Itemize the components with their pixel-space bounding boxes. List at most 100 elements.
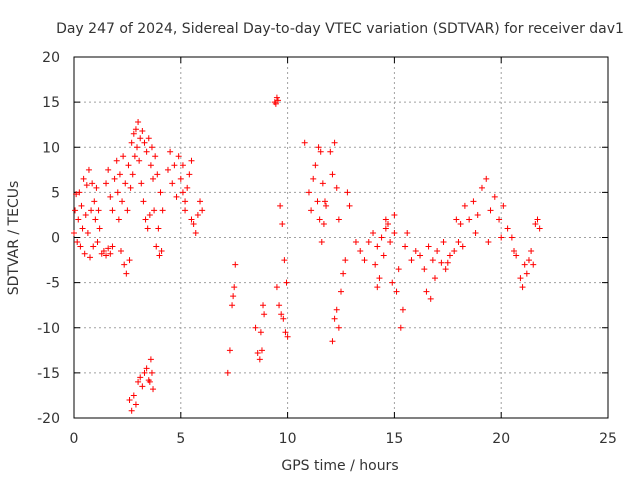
data-point: [224, 369, 231, 376]
data-point: [357, 248, 364, 255]
data-point: [190, 220, 197, 227]
data-point: [141, 139, 148, 146]
data-point: [457, 220, 464, 227]
data-point: [446, 252, 453, 259]
y-tick-label: 15: [42, 95, 60, 111]
y-tick-label: 10: [42, 140, 60, 156]
data-point: [188, 157, 195, 164]
data-point: [91, 198, 98, 205]
y-tick-label: 20: [42, 50, 60, 66]
data-point: [132, 126, 139, 133]
data-point: [276, 302, 283, 309]
data-point: [316, 216, 323, 223]
data-point: [453, 216, 460, 223]
data-point: [123, 270, 130, 277]
data-point: [534, 216, 541, 223]
data-point: [105, 245, 112, 252]
data-point: [73, 191, 80, 198]
y-tick-label: -10: [37, 321, 60, 337]
data-point: [137, 135, 144, 142]
data-point: [138, 180, 145, 187]
data-point: [109, 207, 116, 214]
data-point: [145, 135, 152, 142]
x-tick-label: 5: [176, 431, 185, 447]
data-point: [120, 153, 127, 160]
data-point: [72, 207, 79, 214]
data-point: [404, 229, 411, 236]
data-point: [280, 315, 287, 322]
data-point: [167, 148, 174, 155]
data-point: [88, 207, 95, 214]
data-point: [372, 261, 379, 268]
data-point: [76, 189, 83, 196]
data-point: [184, 184, 191, 191]
data-point: [321, 198, 328, 205]
data-point: [417, 252, 424, 259]
data-point: [192, 229, 199, 236]
data-point: [173, 193, 180, 200]
data-point: [440, 239, 447, 246]
data-point: [532, 220, 539, 227]
data-point: [352, 239, 359, 246]
data-point: [182, 207, 189, 214]
data-point: [487, 207, 494, 214]
data-point: [150, 175, 157, 182]
data-point: [320, 220, 327, 227]
x-tick-label: 20: [492, 431, 510, 447]
data-point: [125, 162, 132, 169]
data-point: [346, 202, 353, 209]
data-point: [461, 202, 468, 209]
data-point: [152, 153, 159, 160]
data-point: [344, 189, 351, 196]
data-point: [179, 189, 186, 196]
data-point: [380, 252, 387, 259]
y-axis-label: SDTVAR / TECUs: [6, 181, 22, 296]
data-point: [365, 239, 372, 246]
data-point: [425, 243, 432, 250]
data-point: [103, 180, 110, 187]
data-point: [342, 257, 349, 264]
data-point: [378, 234, 385, 241]
data-point: [231, 284, 238, 291]
data-point: [423, 288, 430, 295]
data-point: [119, 198, 126, 205]
data-point: [431, 275, 438, 282]
data-point: [131, 153, 138, 160]
data-point: [199, 207, 206, 214]
data-point: [283, 279, 290, 286]
data-point: [141, 369, 148, 376]
data-point: [128, 407, 135, 414]
data-point: [179, 162, 186, 169]
data-point: [83, 182, 90, 189]
y-tick-label: 0: [51, 231, 60, 247]
axis-ticks: [73, 56, 609, 419]
data-point: [391, 229, 398, 236]
data-point: [139, 383, 146, 390]
data-point: [139, 128, 146, 135]
data-point: [329, 171, 336, 178]
data-point: [305, 189, 312, 196]
data-point: [79, 225, 86, 232]
data-point: [374, 284, 381, 291]
data-point: [230, 293, 237, 300]
data-point: [135, 118, 142, 125]
data-point: [340, 270, 347, 277]
data-point: [511, 248, 518, 255]
data-point: [483, 175, 490, 182]
data-point: [171, 162, 178, 169]
data-point: [528, 248, 535, 255]
data-point: [147, 162, 154, 169]
data-point: [194, 211, 201, 218]
data-point: [333, 306, 340, 313]
data-point: [90, 243, 97, 250]
data-point: [427, 295, 434, 302]
y-tick-label: 5: [51, 185, 60, 201]
data-point: [491, 193, 498, 200]
data-point: [182, 198, 189, 205]
data-point: [261, 311, 268, 318]
data-point: [146, 211, 153, 218]
data-point: [274, 97, 281, 104]
data-point: [474, 211, 481, 218]
data-point: [478, 184, 485, 191]
data-point: [273, 284, 280, 291]
